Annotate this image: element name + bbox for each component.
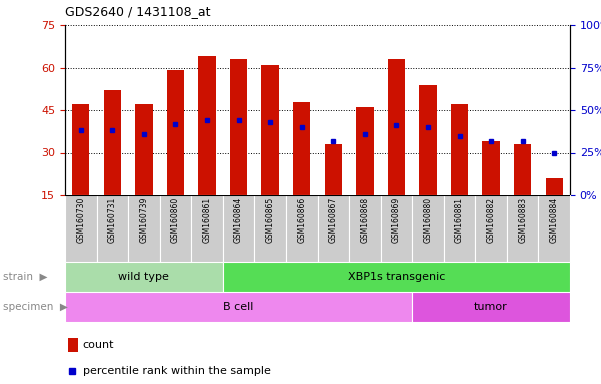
Bar	[412, 195, 444, 262]
Bar	[65, 195, 97, 262]
Bar	[475, 195, 507, 262]
Bar	[135, 104, 153, 195]
Bar	[72, 104, 90, 195]
Bar	[317, 195, 349, 262]
Bar	[325, 144, 342, 195]
Bar	[286, 195, 317, 262]
Text: specimen  ▶: specimen ▶	[3, 302, 68, 312]
Text: GSM160865: GSM160865	[266, 197, 275, 243]
Bar	[507, 195, 538, 262]
Text: GSM160731: GSM160731	[108, 197, 117, 243]
Text: GSM160881: GSM160881	[455, 197, 464, 243]
Text: strain  ▶: strain ▶	[3, 272, 47, 282]
Bar	[160, 195, 191, 262]
Text: XBP1s transgenic: XBP1s transgenic	[348, 272, 445, 282]
Text: GSM160883: GSM160883	[518, 197, 527, 243]
Bar	[67, 338, 78, 352]
Bar	[380, 195, 412, 262]
Text: GSM160869: GSM160869	[392, 197, 401, 243]
Text: GSM160864: GSM160864	[234, 197, 243, 243]
Bar	[223, 195, 254, 262]
Text: wild type: wild type	[118, 272, 169, 282]
Text: count: count	[83, 340, 114, 350]
Text: GSM160880: GSM160880	[424, 197, 433, 243]
Bar	[349, 195, 380, 262]
Bar	[356, 107, 374, 195]
Text: GSM160739: GSM160739	[139, 197, 148, 243]
Bar	[451, 104, 468, 195]
Bar	[483, 141, 500, 195]
Bar	[198, 56, 216, 195]
Bar	[538, 195, 570, 262]
Bar	[191, 195, 223, 262]
Text: GDS2640 / 1431108_at: GDS2640 / 1431108_at	[65, 5, 210, 18]
Text: B cell: B cell	[224, 302, 254, 312]
Bar	[444, 195, 475, 262]
Text: GSM160868: GSM160868	[361, 197, 370, 243]
Text: GSM160861: GSM160861	[203, 197, 212, 243]
Text: GSM160730: GSM160730	[76, 197, 85, 243]
Text: percentile rank within the sample: percentile rank within the sample	[83, 366, 270, 376]
Text: tumor: tumor	[474, 302, 508, 312]
Bar	[128, 195, 160, 262]
Bar	[546, 178, 563, 195]
Bar	[514, 144, 531, 195]
Bar	[103, 90, 121, 195]
Bar	[65, 292, 412, 322]
Text: GSM160882: GSM160882	[487, 197, 496, 243]
Bar	[223, 262, 570, 292]
Bar	[419, 84, 437, 195]
Text: GSM160884: GSM160884	[550, 197, 559, 243]
Bar	[254, 195, 286, 262]
Bar	[97, 195, 128, 262]
Bar	[293, 101, 310, 195]
Bar	[65, 262, 223, 292]
Bar	[261, 65, 279, 195]
Text: GSM160866: GSM160866	[297, 197, 307, 243]
Text: GSM160860: GSM160860	[171, 197, 180, 243]
Bar	[230, 59, 247, 195]
Bar	[388, 59, 405, 195]
Bar	[412, 292, 570, 322]
Bar	[167, 70, 184, 195]
Text: GSM160867: GSM160867	[329, 197, 338, 243]
